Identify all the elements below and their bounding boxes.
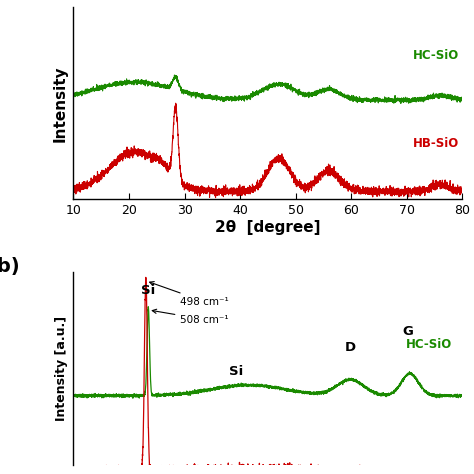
Y-axis label: Intensity [a.u.]: Intensity [a.u.] (55, 316, 68, 421)
Y-axis label: Intensity: Intensity (53, 65, 68, 142)
Text: Si: Si (141, 284, 155, 297)
Text: 508 cm⁻¹: 508 cm⁻¹ (152, 309, 229, 325)
Text: Si: Si (229, 365, 243, 378)
Text: (b): (b) (0, 257, 19, 276)
Text: HB-SiO: HB-SiO (413, 137, 459, 150)
X-axis label: 2θ  [degree]: 2θ [degree] (215, 220, 320, 235)
Text: 498 cm⁻¹: 498 cm⁻¹ (150, 282, 229, 307)
Text: G: G (402, 325, 413, 338)
Text: HC-SiO: HC-SiO (413, 49, 459, 62)
Text: HC-SiO: HC-SiO (406, 338, 452, 351)
Text: D: D (345, 341, 356, 354)
